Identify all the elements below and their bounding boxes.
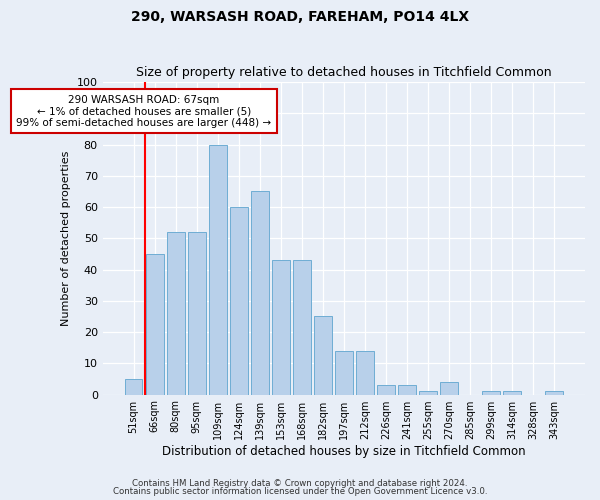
Bar <box>146 254 164 394</box>
Bar <box>419 392 437 394</box>
Text: 290 WARSASH ROAD: 67sqm
← 1% of detached houses are smaller (5)
99% of semi-deta: 290 WARSASH ROAD: 67sqm ← 1% of detached… <box>16 94 272 128</box>
Bar <box>230 207 248 394</box>
Text: 290, WARSASH ROAD, FAREHAM, PO14 4LX: 290, WARSASH ROAD, FAREHAM, PO14 4LX <box>131 10 469 24</box>
Y-axis label: Number of detached properties: Number of detached properties <box>61 150 71 326</box>
Bar <box>440 382 458 394</box>
Bar <box>545 392 563 394</box>
Bar <box>125 379 142 394</box>
Bar <box>251 192 269 394</box>
X-axis label: Distribution of detached houses by size in Titchfield Common: Distribution of detached houses by size … <box>162 444 526 458</box>
Bar <box>503 392 521 394</box>
Bar <box>209 144 227 394</box>
Text: Contains public sector information licensed under the Open Government Licence v3: Contains public sector information licen… <box>113 487 487 496</box>
Bar <box>335 351 353 395</box>
Bar <box>356 351 374 395</box>
Bar <box>188 232 206 394</box>
Bar <box>314 316 332 394</box>
Bar <box>272 260 290 394</box>
Text: Contains HM Land Registry data © Crown copyright and database right 2024.: Contains HM Land Registry data © Crown c… <box>132 478 468 488</box>
Bar <box>167 232 185 394</box>
Bar <box>398 385 416 394</box>
Bar <box>482 392 500 394</box>
Title: Size of property relative to detached houses in Titchfield Common: Size of property relative to detached ho… <box>136 66 551 80</box>
Bar <box>377 385 395 394</box>
Bar <box>293 260 311 394</box>
